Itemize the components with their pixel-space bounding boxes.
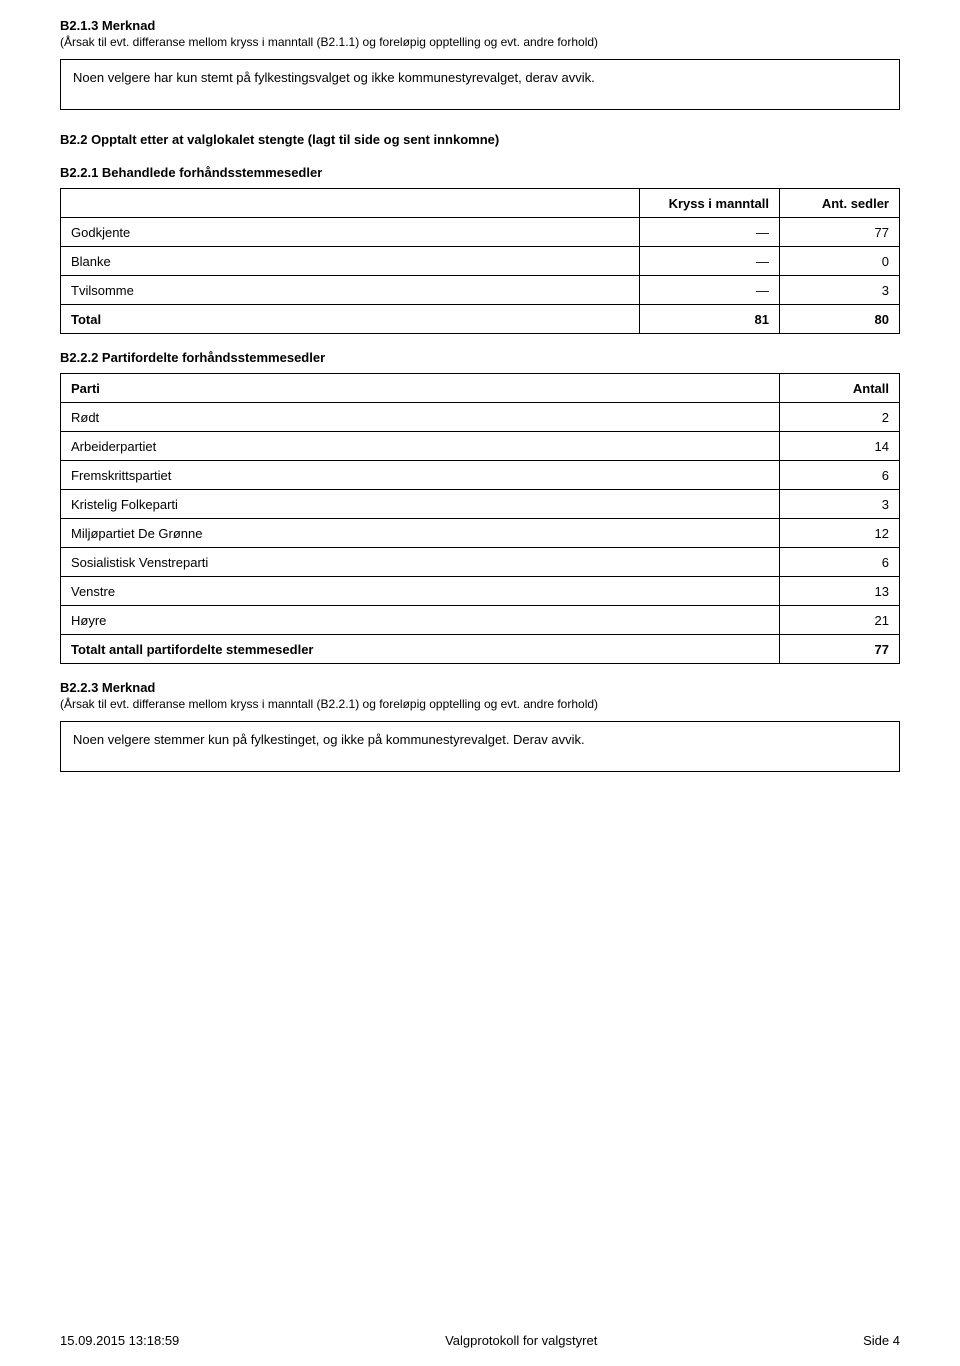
cell-value: 13 — [780, 577, 900, 606]
cell-value: — — [640, 276, 780, 305]
cell-value: 81 — [640, 305, 780, 334]
page-footer: 15.09.2015 13:18:59 Valgprotokoll for va… — [60, 1333, 900, 1348]
b221-col1: Kryss i manntall — [640, 189, 780, 218]
table-total-row: Total 81 80 — [61, 305, 900, 334]
b222-heading: B2.2.2 Partifordelte forhåndsstemmesedle… — [60, 350, 900, 365]
b223-box-text: Noen velgere stemmer kun på fylkestinget… — [73, 732, 585, 747]
cell-label: Venstre — [61, 577, 780, 606]
table-row: Tvilsomme — 3 — [61, 276, 900, 305]
b222-table: Parti Antall Rødt 2 Arbeiderpartiet 14 F… — [60, 373, 900, 664]
cell-label: Fremskrittspartiet — [61, 461, 780, 490]
cell-value: 14 — [780, 432, 900, 461]
cell-value: 80 — [780, 305, 900, 334]
cell-label: Miljøpartiet De Grønne — [61, 519, 780, 548]
table-row: Godkjente — 77 — [61, 218, 900, 247]
b213-sub: (Årsak til evt. differanse mellom kryss … — [60, 35, 900, 49]
cell-value: 6 — [780, 461, 900, 490]
b223-heading: B2.2.3 Merknad — [60, 680, 900, 695]
table-row: Miljøpartiet De Grønne 12 — [61, 519, 900, 548]
cell-value: 3 — [780, 490, 900, 519]
footer-center: Valgprotokoll for valgstyret — [445, 1333, 597, 1348]
footer-left: 15.09.2015 13:18:59 — [60, 1333, 179, 1348]
cell-label: Arbeiderpartiet — [61, 432, 780, 461]
cell-label: Tvilsomme — [61, 276, 640, 305]
b213-box-text: Noen velgere har kun stemt på fylkesting… — [73, 70, 595, 85]
cell-value: 2 — [780, 403, 900, 432]
cell-value: 0 — [780, 247, 900, 276]
table-row: Venstre 13 — [61, 577, 900, 606]
b221-empty-header — [61, 189, 640, 218]
b213-box: Noen velgere har kun stemt på fylkesting… — [60, 59, 900, 110]
cell-value: — — [640, 247, 780, 276]
cell-label: Rødt — [61, 403, 780, 432]
b222-col1: Parti — [61, 374, 780, 403]
cell-value: 12 — [780, 519, 900, 548]
b222-col2: Antall — [780, 374, 900, 403]
cell-label: Kristelig Folkeparti — [61, 490, 780, 519]
b221-col2: Ant. sedler — [780, 189, 900, 218]
table-row: Sosialistisk Venstreparti 6 — [61, 548, 900, 577]
footer-right: Side 4 — [863, 1333, 900, 1348]
b213-heading: B2.1.3 Merknad — [60, 18, 900, 33]
cell-value: 6 — [780, 548, 900, 577]
table-total-row: Totalt antall partifordelte stemmesedler… — [61, 635, 900, 664]
cell-value: 21 — [780, 606, 900, 635]
cell-label: Total — [61, 305, 640, 334]
b223-box: Noen velgere stemmer kun på fylkestinget… — [60, 721, 900, 772]
cell-value: 77 — [780, 218, 900, 247]
cell-label: Sosialistisk Venstreparti — [61, 548, 780, 577]
cell-value: 3 — [780, 276, 900, 305]
cell-label: Høyre — [61, 606, 780, 635]
table-row: Rødt 2 — [61, 403, 900, 432]
b22-heading: B2.2 Opptalt etter at valglokalet stengt… — [60, 132, 900, 147]
cell-label: Godkjente — [61, 218, 640, 247]
table-row: Kristelig Folkeparti 3 — [61, 490, 900, 519]
table-row: Arbeiderpartiet 14 — [61, 432, 900, 461]
table-row: Høyre 21 — [61, 606, 900, 635]
cell-value: — — [640, 218, 780, 247]
cell-label: Blanke — [61, 247, 640, 276]
b221-heading: B2.2.1 Behandlede forhåndsstemmesedler — [60, 165, 900, 180]
cell-value: 77 — [780, 635, 900, 664]
table-row: Blanke — 0 — [61, 247, 900, 276]
table-row: Fremskrittspartiet 6 — [61, 461, 900, 490]
b223-sub: (Årsak til evt. differanse mellom kryss … — [60, 697, 900, 711]
b221-table: Kryss i manntall Ant. sedler Godkjente —… — [60, 188, 900, 334]
cell-label: Totalt antall partifordelte stemmesedler — [61, 635, 780, 664]
